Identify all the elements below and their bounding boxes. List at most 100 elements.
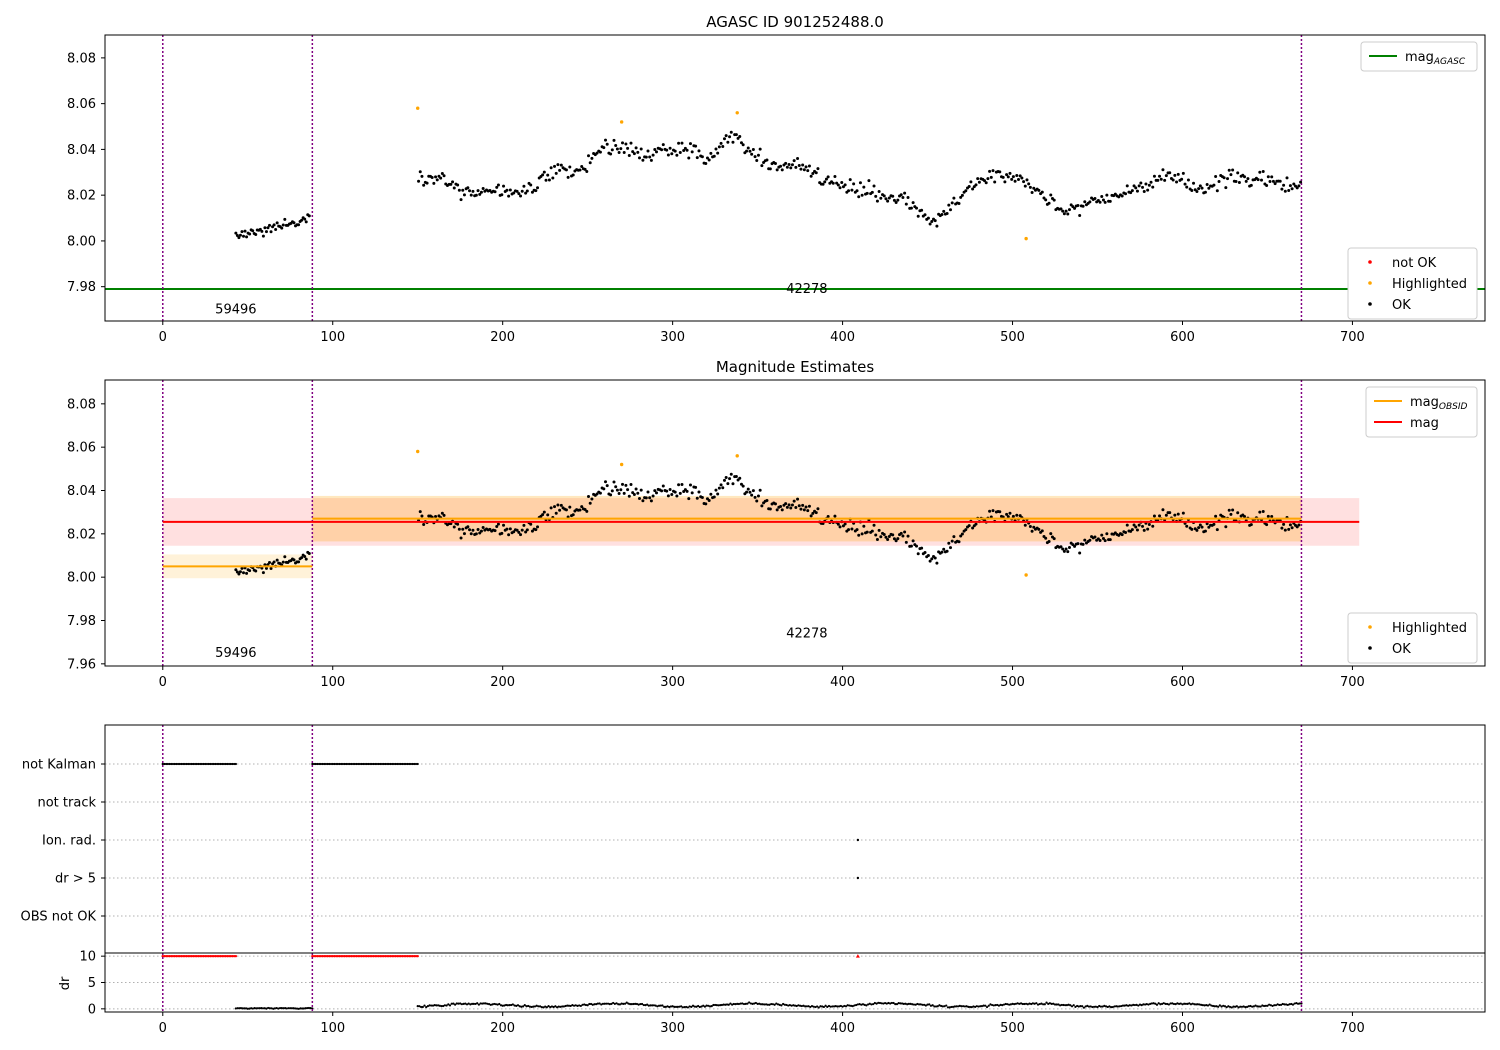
flag-point: [185, 762, 188, 766]
ok-point: [923, 213, 927, 217]
ok-point: [580, 505, 584, 509]
ok-point: [583, 167, 587, 171]
ok-point: [251, 229, 255, 233]
ok-point: [307, 551, 311, 555]
dr-point: [617, 1003, 620, 1006]
ok-point: [495, 185, 499, 189]
ok-point: [524, 191, 528, 195]
ok-point: [1078, 213, 1082, 217]
dr-point: [1251, 1005, 1254, 1008]
dr-point: [695, 1005, 698, 1008]
ok-point: [1073, 544, 1077, 548]
dr-clipped-point: [224, 954, 227, 958]
dr-point: [858, 1003, 861, 1006]
ok-point: [984, 181, 988, 185]
ok-point: [559, 503, 563, 507]
ok-point: [753, 155, 757, 159]
dr-clipped-point: [205, 954, 209, 958]
ok-point: [1018, 514, 1022, 518]
ok-point: [1003, 180, 1007, 184]
dr-point: [287, 1007, 290, 1010]
ok-point: [466, 525, 470, 529]
ok-point: [520, 528, 524, 532]
dr-clipped-point: [210, 954, 214, 958]
ok-point: [660, 489, 664, 493]
ok-point: [1175, 180, 1179, 184]
dr-point: [887, 1001, 890, 1005]
ok-point: [1149, 180, 1153, 184]
dr-point: [746, 1002, 749, 1005]
dr-point: [1208, 1003, 1211, 1006]
ok-point: [1164, 513, 1168, 517]
ok-point: [507, 533, 511, 537]
ok-point: [746, 146, 750, 150]
dr-point: [1060, 1003, 1063, 1007]
ok-point: [904, 202, 908, 206]
dr-point: [929, 1004, 933, 1007]
dr-point: [1200, 1003, 1203, 1006]
dr-point: [1125, 1004, 1128, 1007]
ok-point: [587, 494, 591, 498]
ok-point: [275, 221, 279, 225]
ok-point: [909, 206, 913, 210]
ok-point: [632, 492, 636, 496]
dr-point: [1237, 1006, 1240, 1009]
ok-point: [646, 490, 650, 494]
dr-point: [877, 1001, 880, 1004]
flag-point: [219, 762, 222, 766]
ok-point: [1064, 547, 1068, 551]
dr-point: [991, 1003, 994, 1007]
dr-point: [720, 1003, 724, 1007]
ok-point: [1173, 173, 1177, 177]
y-tick-label: 7.96: [67, 657, 96, 672]
dr-point: [940, 1004, 943, 1008]
dr-point: [280, 1006, 283, 1010]
dr-clipped-point: [314, 954, 317, 958]
dr-point: [306, 1006, 309, 1010]
ok-point: [824, 177, 828, 181]
ok-point: [1266, 514, 1270, 518]
dr-clipped-point: [404, 954, 408, 958]
ok-point: [831, 181, 835, 185]
dr-point: [569, 1004, 572, 1008]
ok-point: [779, 504, 783, 508]
ok-point: [734, 475, 738, 479]
ok-point: [519, 194, 523, 198]
y-tick-label: 7.98: [67, 280, 96, 295]
dr-point: [278, 1006, 282, 1010]
ok-point: [1168, 171, 1172, 175]
ok-point: [1222, 176, 1226, 180]
dr-point: [744, 1002, 747, 1005]
legend-lower-label: not OK: [1392, 256, 1437, 271]
dr-point: [923, 1003, 926, 1006]
ok-point: [1231, 168, 1235, 172]
y-tick-label: 8.08: [67, 51, 96, 66]
dr-clipped-point: [362, 954, 365, 958]
flag-point: [209, 762, 212, 766]
ok-point: [903, 530, 907, 534]
legend-upper-subscript: OBSID: [1439, 402, 1468, 412]
ok-point: [274, 227, 278, 231]
dr-clipped-point: [394, 954, 397, 958]
ok-point: [420, 174, 424, 178]
dr-point: [1169, 1002, 1172, 1005]
dr-point: [510, 1003, 513, 1007]
dr-point: [530, 1005, 533, 1009]
ok-point: [882, 194, 886, 198]
dr-clipped-point: [343, 954, 346, 958]
dr-point: [890, 1001, 893, 1005]
dr-point: [683, 1005, 686, 1009]
ok-point: [496, 522, 500, 526]
ok-point: [750, 152, 754, 156]
ok-point: [578, 168, 582, 172]
ok-point: [1100, 533, 1104, 537]
dr-point: [1217, 1005, 1220, 1008]
dr-point: [513, 1004, 516, 1007]
ok-point: [915, 206, 919, 210]
ok-point: [745, 490, 749, 494]
dr-point: [827, 1004, 831, 1008]
ok-point: [670, 152, 674, 156]
ok-point: [673, 149, 677, 153]
flag-point: [182, 762, 185, 766]
ok-point: [792, 159, 796, 163]
